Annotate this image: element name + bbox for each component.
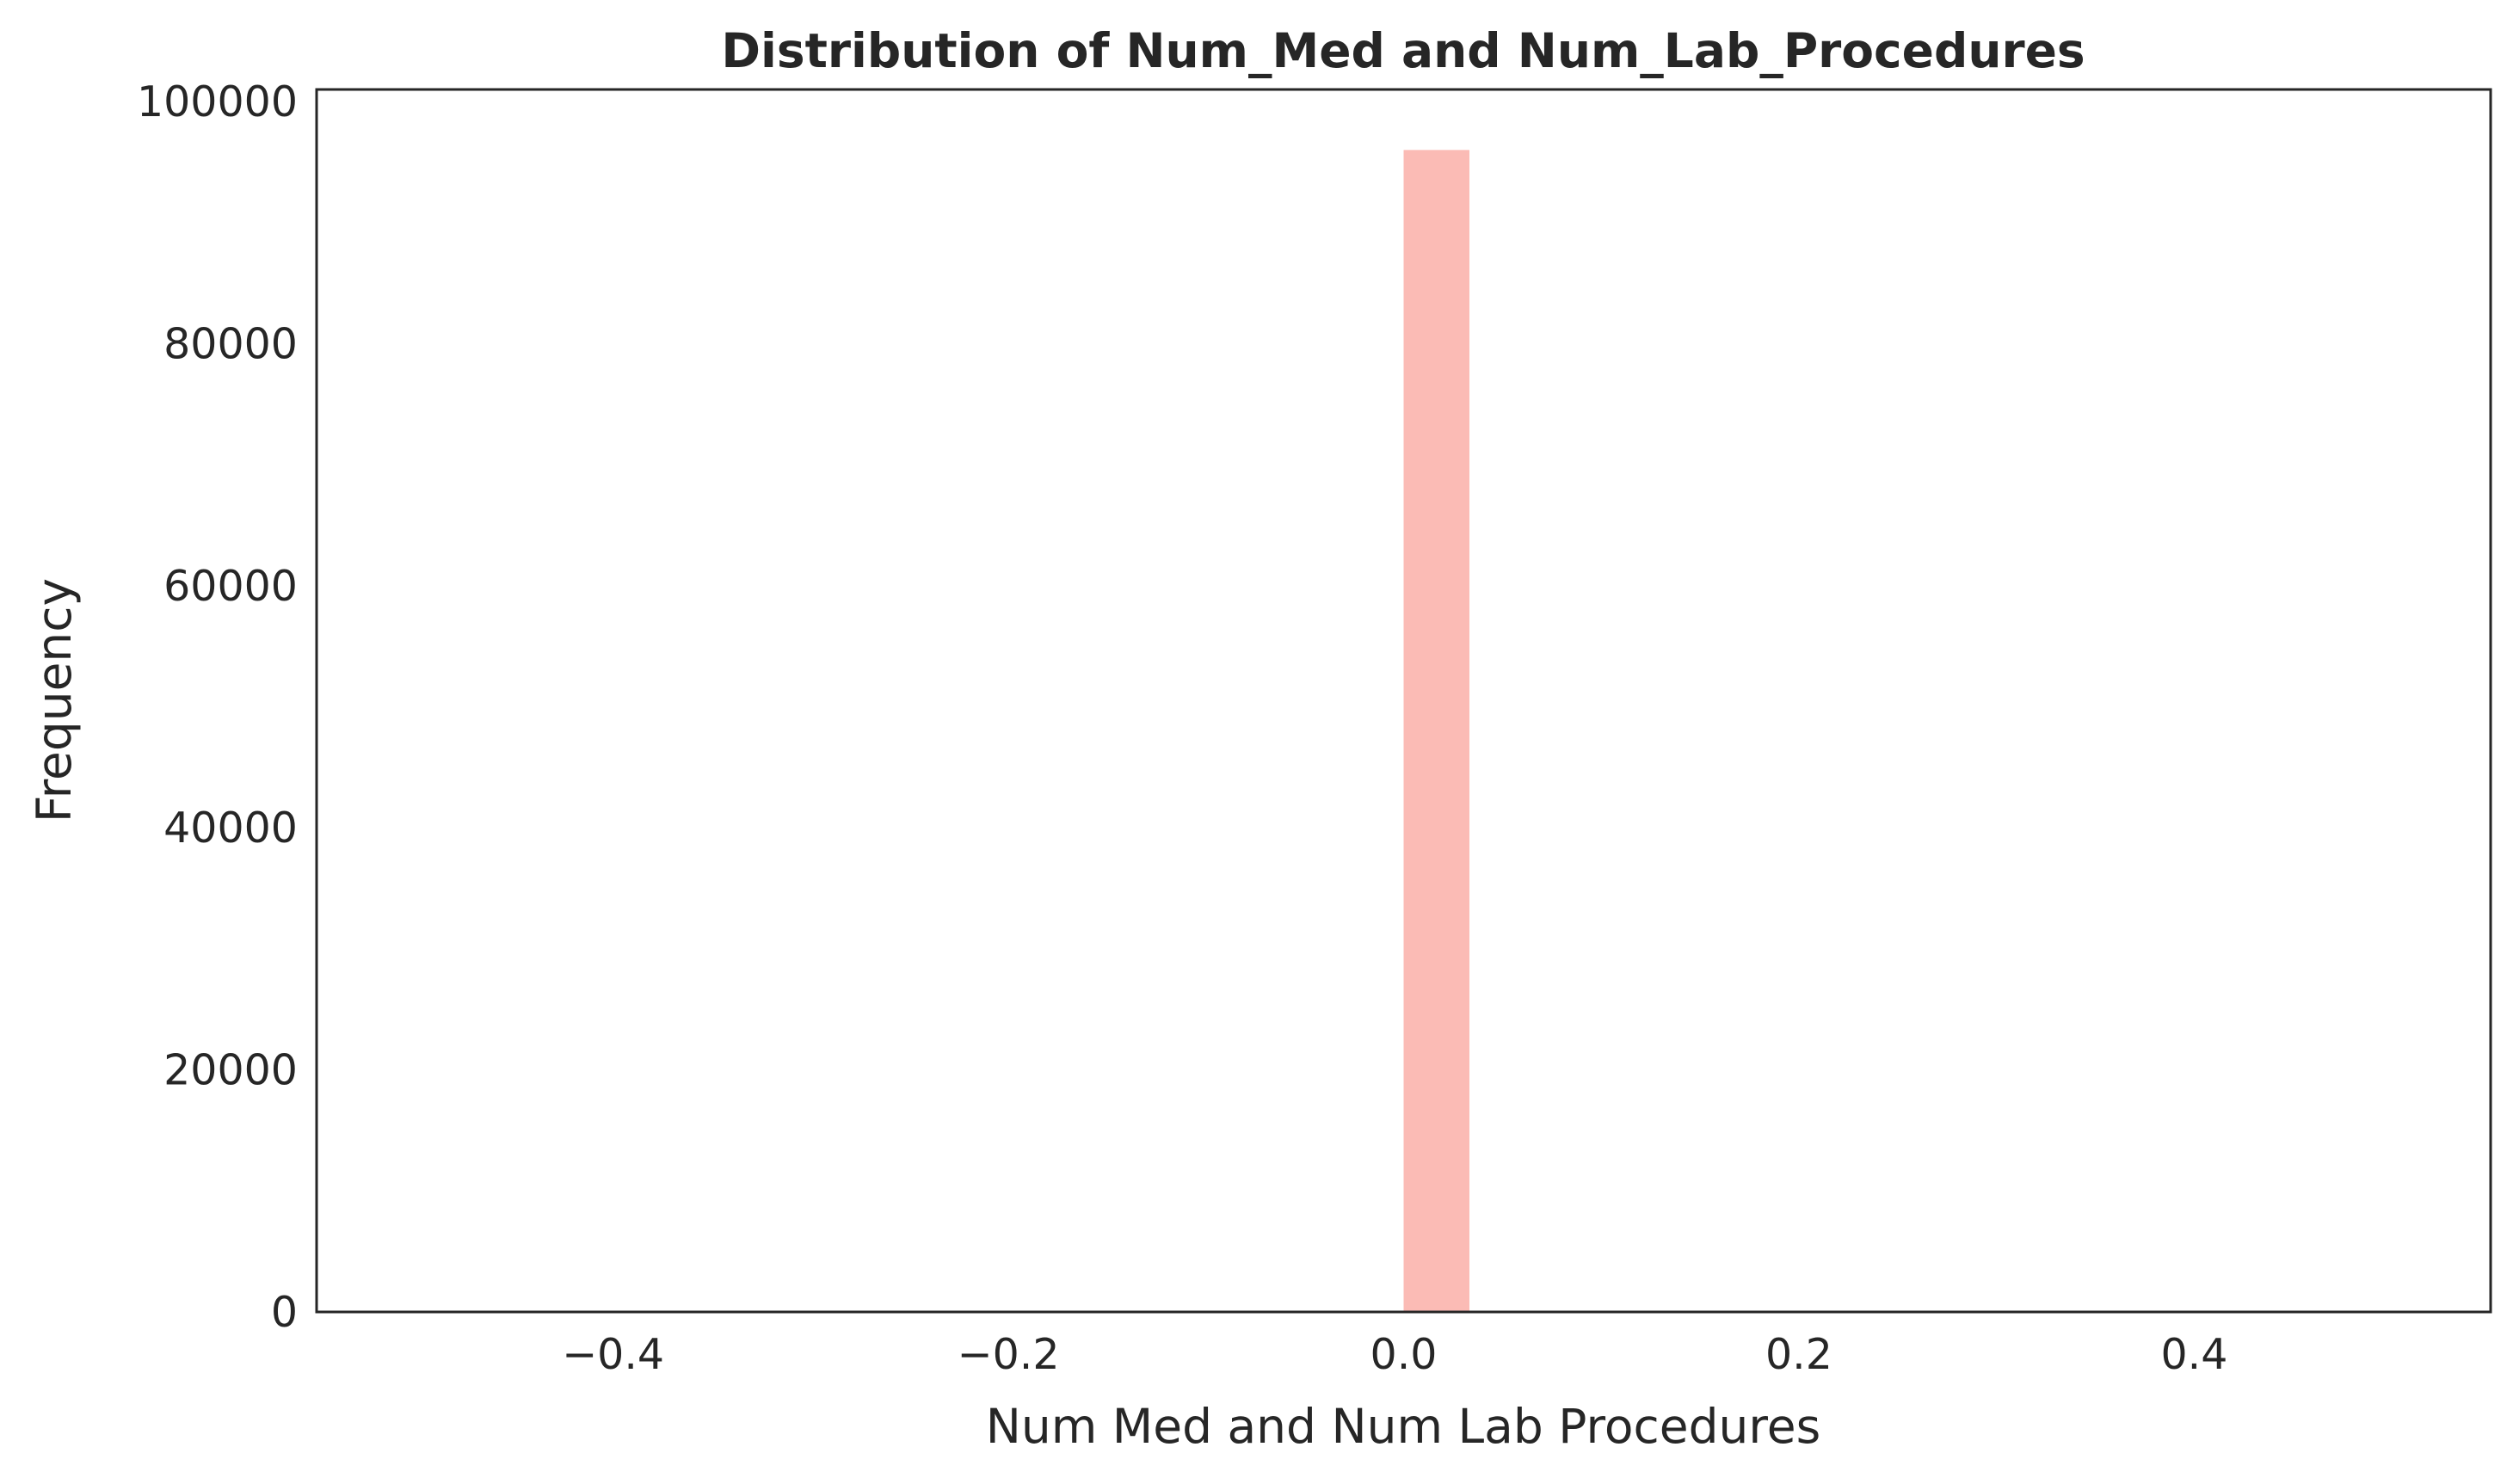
y-tick-label: 60000 (163, 562, 298, 611)
ticks-layer: −0.4 −0.2 0.0 0.2 0.4 0 20000 40000 60000 80000 10… (137, 77, 2227, 1379)
x-tick-label: 0.0 (1370, 1330, 1438, 1379)
x-axis-label: Num Med and Num Lab Procedures (986, 1399, 1821, 1454)
x-tick-label: 0.2 (1765, 1330, 1832, 1379)
y-tick-label: 0 (271, 1288, 298, 1337)
histogram-bar (1403, 150, 1469, 1312)
y-tick-label: 20000 (163, 1046, 298, 1095)
x-tick-label: −0.4 (562, 1330, 664, 1379)
plot-frame (315, 88, 2492, 1314)
bars-layer (1403, 150, 1469, 1312)
y-tick-label: 80000 (163, 319, 298, 368)
x-tick-label: 0.4 (2160, 1330, 2227, 1379)
chart-title: Distribution of Num_Med and Num_Lab_Proc… (721, 23, 2085, 78)
x-tick-label: −0.2 (958, 1330, 1060, 1379)
y-tick-label: 40000 (163, 804, 298, 853)
y-axis-label: Frequency (27, 578, 82, 822)
y-tick-label: 100000 (137, 77, 298, 126)
